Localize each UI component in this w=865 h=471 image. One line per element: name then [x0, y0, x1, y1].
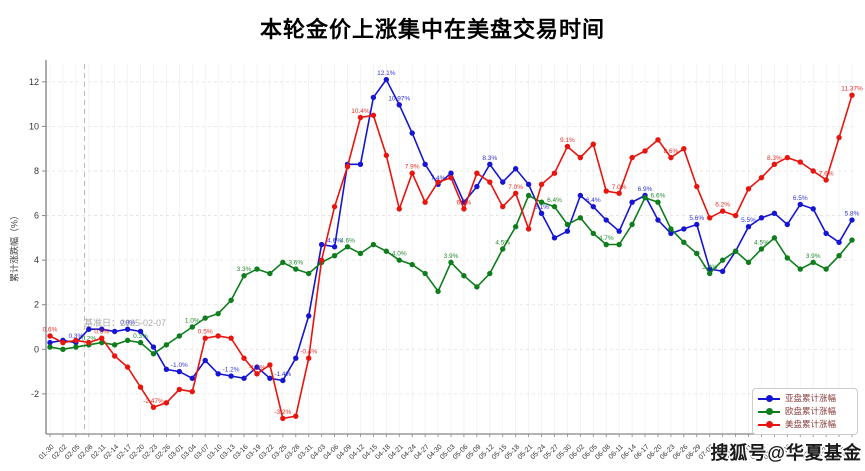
svg-text:6.4%: 6.4% [586, 197, 601, 204]
svg-text:4: 4 [34, 255, 39, 265]
svg-text:7.0%: 7.0% [508, 184, 523, 191]
svg-text:0.2%: 0.2% [81, 335, 96, 342]
svg-text:5.5%: 5.5% [741, 217, 756, 224]
svg-text:2: 2 [34, 300, 39, 310]
svg-text:8: 8 [34, 166, 39, 176]
legend-label: 亚盘累计涨幅 [785, 393, 837, 403]
svg-text:8.6%: 8.6% [663, 148, 678, 155]
svg-text:-2: -2 [31, 389, 39, 399]
svg-text:4.6%: 4.6% [327, 237, 342, 244]
svg-text:0.3%: 0.3% [133, 333, 148, 340]
svg-text:6.3%: 6.3% [457, 199, 472, 206]
svg-text:8.3%: 8.3% [482, 155, 497, 162]
svg-text:5.8%: 5.8% [845, 211, 860, 218]
svg-text:-2.47%: -2.47% [143, 398, 164, 405]
svg-text:6.9%: 6.9% [638, 186, 653, 193]
svg-text:10.97%: 10.97% [388, 95, 410, 102]
svg-text:3.9%: 3.9% [444, 253, 459, 260]
svg-text:12.1%: 12.1% [377, 70, 396, 77]
legend-item-1: 欧盘累计涨幅 [758, 405, 851, 418]
svg-text:7.6%: 7.6% [819, 170, 834, 177]
svg-text:1.0%: 1.0% [185, 318, 200, 325]
axes: -202468101201-3002-0202-0502-0802-1102-1… [29, 60, 858, 461]
svg-text:3.3%: 3.3% [237, 266, 252, 273]
svg-text:7.9%: 7.9% [405, 164, 420, 171]
chart-legend: 亚盘累计涨幅 欧盘累计涨幅 美盘累计涨幅 [752, 388, 858, 435]
svg-text:-1.1%: -1.1% [248, 364, 265, 371]
svg-text:4.6%: 4.6% [340, 237, 355, 244]
legend-item-2: 美盘累计涨幅 [758, 418, 851, 431]
svg-text:4.5%: 4.5% [754, 240, 769, 247]
svg-text:0.6%: 0.6% [43, 326, 58, 333]
svg-text:0.5%: 0.5% [198, 329, 213, 336]
svg-text:10: 10 [29, 121, 39, 131]
svg-text:6.2%: 6.2% [715, 202, 730, 209]
svg-text:9.1%: 9.1% [560, 137, 575, 144]
watermark-text: 搜狐号@华夏基金 [710, 443, 862, 463]
svg-text:5.6%: 5.6% [689, 215, 704, 222]
svg-text:3.6%: 3.6% [288, 260, 303, 267]
svg-text:7.4%: 7.4% [431, 175, 446, 182]
svg-text:6.1%: 6.1% [534, 204, 549, 211]
legend-label: 欧盘累计涨幅 [785, 406, 837, 416]
svg-text:6.6%: 6.6% [651, 193, 666, 200]
svg-text:10.4%: 10.4% [351, 108, 370, 115]
svg-text:-1.0%: -1.0% [171, 362, 188, 369]
svg-text:7.0%: 7.0% [612, 184, 627, 191]
series-美盘累计涨幅: 0.6% 0.5% -2.47% 0.5% -1.1% -3.2% -0.4% 10.4% 7.… [43, 86, 863, 422]
svg-text:4.0%: 4.0% [392, 251, 407, 258]
svg-text:0.9%: 0.9% [120, 320, 135, 327]
legend-marker-icon [758, 395, 780, 402]
svg-text:-1.4%: -1.4% [274, 371, 291, 378]
svg-text:-3.2%: -3.2% [274, 409, 291, 416]
svg-text:4.5%: 4.5% [495, 240, 510, 247]
baseline-annotation: 基准日：2025-02-07 [84, 318, 167, 328]
legend-marker-icon [758, 408, 780, 415]
series-欧盘累计涨幅: 0.2% 0.3%1.0%3.3%3.6%4.6%4.0% 3.9%4.5%6.4%… [47, 193, 855, 357]
svg-text:3.9%: 3.9% [806, 253, 821, 260]
legend-label: 美盘累计涨幅 [785, 419, 837, 429]
svg-text:12: 12 [29, 77, 39, 87]
legend-item-0: 亚盘累计涨幅 [758, 392, 851, 405]
svg-text:0: 0 [34, 344, 39, 354]
svg-text:3.4%: 3.4% [702, 264, 717, 271]
svg-text:6.4%: 6.4% [547, 197, 562, 204]
legend-marker-icon [758, 421, 780, 428]
svg-text:0.3%: 0.3% [68, 333, 83, 340]
svg-text:4.7%: 4.7% [599, 235, 614, 242]
series-亚盘累计涨幅: 0.3% 0.9% -1.0% -1.2% -1.4% 4.6% 12.1% 10.97% 7.… [47, 70, 860, 384]
svg-text:6: 6 [34, 211, 39, 221]
svg-text:-0.4%: -0.4% [300, 349, 317, 356]
svg-text:11.37%: 11.37% [841, 86, 863, 93]
chart-title: 本轮金价上涨集中在美盘交易时间 [259, 17, 605, 42]
svg-text:6.5%: 6.5% [793, 195, 808, 202]
svg-text:-1.2%: -1.2% [223, 367, 240, 374]
svg-text:8.3%: 8.3% [767, 155, 782, 162]
svg-text:0.5%: 0.5% [94, 329, 109, 336]
